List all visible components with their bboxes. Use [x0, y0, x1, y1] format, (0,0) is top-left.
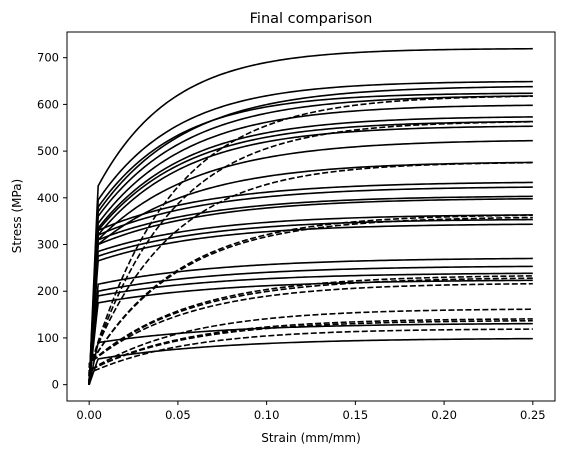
solid-series-line-13 — [88, 195, 533, 385]
dashed-series-line-28 — [88, 216, 533, 385]
y-tick-label: 300 — [37, 238, 59, 252]
dashed-series-line-26 — [88, 161, 533, 385]
x-tick-label: 0.05 — [165, 408, 191, 422]
plot-frame — [66, 31, 556, 402]
chart-title: Final comparison — [250, 11, 373, 27]
solid-series-line-15 — [88, 214, 533, 385]
y-tick-label: 100 — [37, 331, 59, 345]
dashed-series-line-34 — [88, 319, 533, 385]
solid-series-line-5 — [88, 104, 533, 385]
y-axis-label: Stress (MPa) — [10, 179, 24, 253]
solid-series-line-1 — [88, 80, 533, 385]
x-tick-label: 0.15 — [343, 408, 369, 422]
dashed-series-line-35 — [88, 328, 533, 385]
y-axis: 0 100 200 300 400 500 600 700 — [37, 51, 67, 392]
solid-series-line-17 — [88, 223, 533, 385]
x-axis-label: Strain (mm/mm) — [261, 431, 361, 445]
y-tick-label: 600 — [37, 97, 59, 111]
dashed-series-line-24 — [88, 95, 533, 385]
solid-series-line-14 — [88, 197, 533, 385]
dashed-series-line-30 — [88, 277, 533, 385]
solid-series-line-18 — [88, 257, 533, 385]
y-tick-label: 200 — [37, 284, 59, 298]
plot-lines — [88, 47, 533, 385]
y-tick-label: 700 — [37, 51, 59, 65]
solid-series-line-4 — [88, 95, 533, 385]
solid-series-line-16 — [88, 218, 533, 385]
dashed-series-line-31 — [88, 282, 533, 385]
x-tick-label: 0.25 — [520, 408, 546, 422]
x-tick-label: 0.00 — [76, 408, 102, 422]
dashed-series-line-33 — [88, 318, 533, 385]
solid-series-line-0 — [88, 47, 533, 385]
solid-series-line-21 — [88, 279, 533, 385]
x-tick-label: 0.10 — [254, 408, 280, 422]
y-tick-label: 0 — [52, 378, 59, 392]
x-axis: 0.00 0.05 0.10 0.15 0.20 0.25 — [76, 401, 546, 422]
dashed-series-line-25 — [88, 120, 533, 385]
solid-series-line-3 — [88, 92, 533, 385]
solid-series-line-20 — [88, 272, 533, 385]
solid-series-line-7 — [88, 120, 533, 385]
solid-series-line-19 — [88, 265, 533, 385]
y-tick-label: 500 — [37, 144, 59, 158]
dashed-series-line-32 — [88, 308, 533, 385]
x-tick-label: 0.20 — [431, 408, 457, 422]
solid-series-line-12 — [88, 186, 533, 385]
solid-series-line-2 — [88, 85, 533, 385]
y-tick-label: 400 — [37, 191, 59, 205]
solid-series-line-8 — [88, 125, 533, 385]
